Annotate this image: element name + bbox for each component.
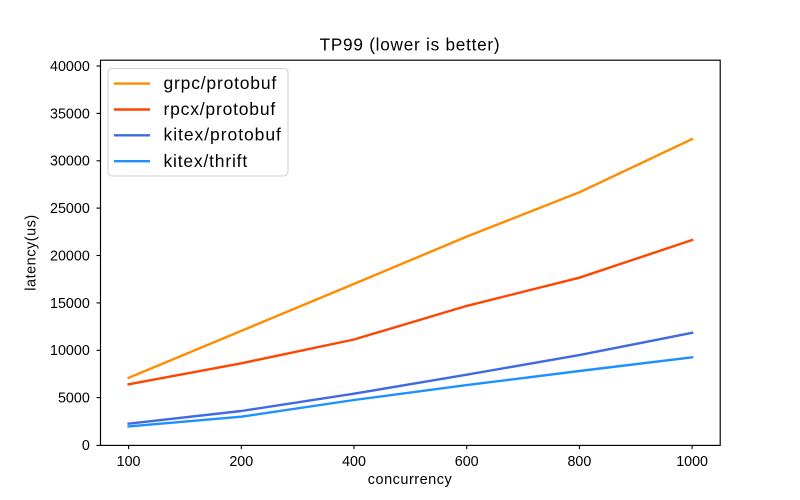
svg-text:latency(us): latency(us) — [24, 214, 40, 290]
svg-text:400: 400 — [342, 454, 366, 470]
svg-text:35000: 35000 — [50, 106, 90, 122]
svg-text:TP99 (lower is better): TP99 (lower is better) — [320, 35, 501, 55]
svg-text:200: 200 — [229, 454, 253, 470]
svg-text:15000: 15000 — [50, 296, 90, 312]
svg-text:25000: 25000 — [50, 201, 90, 217]
svg-text:kitex/protobuf: kitex/protobuf — [164, 125, 282, 145]
svg-text:100: 100 — [117, 454, 141, 470]
svg-text:800: 800 — [567, 454, 591, 470]
svg-text:600: 600 — [455, 454, 479, 470]
svg-text:5000: 5000 — [58, 391, 90, 407]
svg-text:grpc/protobuf: grpc/protobuf — [164, 73, 278, 93]
svg-text:0: 0 — [82, 438, 90, 454]
svg-text:10000: 10000 — [50, 343, 90, 359]
svg-text:40000: 40000 — [50, 59, 90, 75]
svg-text:kitex/thrift: kitex/thrift — [164, 151, 248, 171]
svg-text:30000: 30000 — [50, 154, 90, 170]
svg-text:rpcx/protobuf: rpcx/protobuf — [164, 99, 277, 119]
svg-text:concurrency: concurrency — [368, 472, 453, 488]
svg-text:20000: 20000 — [50, 248, 90, 264]
svg-text:1000: 1000 — [676, 454, 708, 470]
